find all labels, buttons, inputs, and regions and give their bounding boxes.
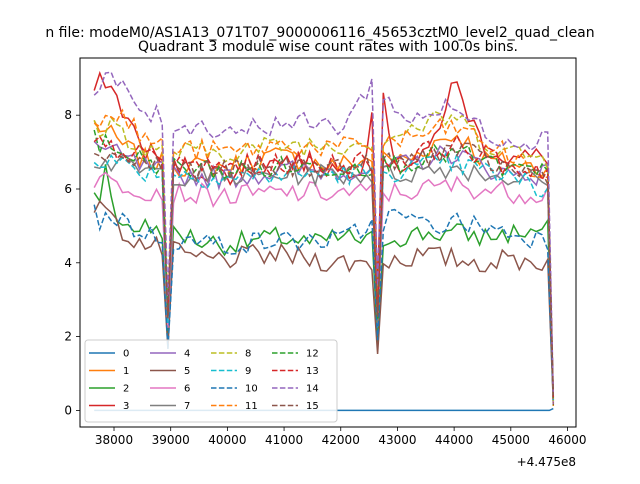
y-axis-ticks: 0 2 4 6 8 (64, 108, 80, 417)
x-tick-label: 46000 (548, 433, 586, 447)
legend-box (84, 339, 338, 423)
legend-label: 14 (306, 384, 319, 395)
legend-label: 12 (306, 349, 319, 360)
legend-label: 11 (245, 401, 258, 412)
x-tick-label: 41000 (265, 433, 303, 447)
series-line-5 (93, 199, 555, 404)
chart-title: Quadrant 3 module wise count rates with … (138, 39, 518, 55)
series-line-13 (93, 134, 555, 398)
legend-label: 7 (184, 401, 190, 412)
legend-label: 10 (245, 384, 258, 395)
legend-label: 6 (184, 384, 190, 395)
legend-label: 4 (184, 349, 190, 360)
x-tick-label: 43000 (378, 433, 416, 447)
y-tick-label: 6 (64, 182, 72, 196)
x-tick-label: 44000 (435, 433, 473, 447)
series-line-14 (93, 71, 555, 397)
series-line-10 (93, 204, 555, 400)
legend-label: 2 (123, 384, 129, 395)
plot-frame (79, 57, 577, 428)
legend-label: 13 (306, 366, 319, 377)
y-tick-label: 2 (64, 330, 72, 344)
y-tick-label: 0 (64, 403, 72, 417)
plot-lines (93, 70, 555, 412)
x-tick-label: 42000 (322, 433, 360, 447)
x-tick-label: 40000 (208, 433, 246, 447)
legend-label: 9 (245, 366, 251, 377)
legend-label: 8 (245, 349, 251, 360)
legend-label: 0 (123, 349, 129, 360)
legend-label: 3 (123, 401, 129, 412)
y-tick-label: 4 (64, 256, 72, 270)
figure-suptitle: n file: modeM0/AS1A13_071T07_9000006116_… (45, 25, 594, 41)
legend-label: 15 (306, 401, 319, 412)
legend-label: 5 (184, 366, 190, 377)
x-tick-label: 45000 (492, 433, 530, 447)
x-tick-label: 39000 (152, 433, 190, 447)
x-axis-offset-text: +4.475e8 (517, 455, 576, 469)
x-tick-label: 38000 (95, 433, 133, 447)
y-tick-label: 8 (64, 108, 72, 122)
series-line-9 (93, 151, 555, 401)
legend-label: 1 (123, 366, 129, 377)
x-axis-ticks: 38000 39000 40000 41000 42000 43000 44000 45000… (95, 427, 587, 447)
series-line-15 (93, 142, 555, 396)
